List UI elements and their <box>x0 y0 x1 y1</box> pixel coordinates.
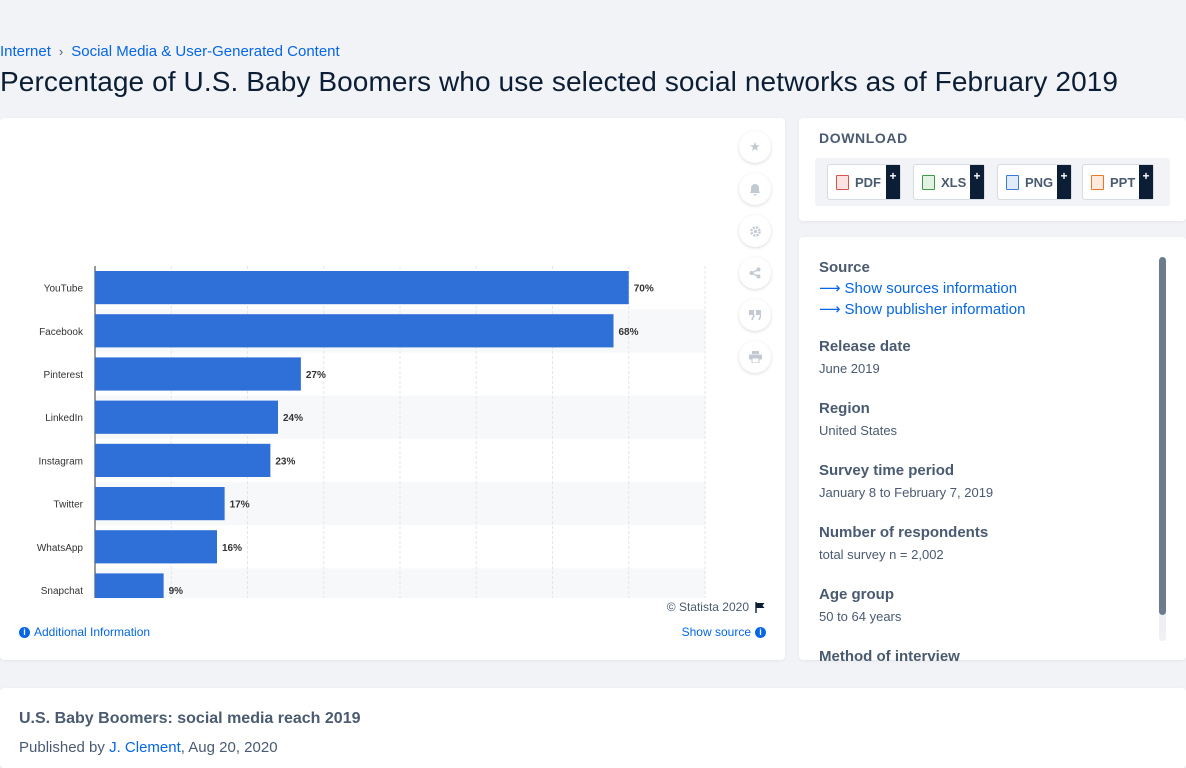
bar-facebook <box>95 314 614 348</box>
category-label: Facebook <box>39 327 84 338</box>
age-group-value: 50 to 64 years <box>819 609 902 624</box>
respondents-value: total survey n = 2,002 <box>819 547 944 562</box>
scrollbar-thumb[interactable] <box>1159 257 1166 615</box>
breadcrumb: Internet › Social Media & User-Generated… <box>0 43 340 60</box>
bar-twitter <box>95 487 225 521</box>
plus-icon: + <box>970 165 984 199</box>
release-date-label: Release date <box>819 338 911 355</box>
bell-icon[interactable] <box>739 173 771 205</box>
source-label: Source <box>819 259 870 276</box>
show-publisher-label: Show publisher information <box>844 300 1026 318</box>
data-label: 9% <box>169 586 184 597</box>
related-statistic-card: U.S. Baby Boomers: social media reach 20… <box>0 688 1186 768</box>
top-bar <box>0 0 1186 40</box>
show-source-label: Show source <box>681 625 751 639</box>
category-label: Snapchat <box>41 586 83 597</box>
show-publisher-link[interactable]: ⟶ Show publisher information <box>819 300 1159 319</box>
chevron-right-icon: › <box>58 44 64 59</box>
bar-chart: 0%10%20%30%40%50%60%70%80%YouTube70%Face… <box>37 266 706 598</box>
download-ppt-label: PPT <box>1110 174 1136 190</box>
xls-file-icon <box>922 174 935 190</box>
show-sources-link[interactable]: ⟶ Show sources information <box>819 279 1159 298</box>
show-sources-label: Show sources information <box>844 279 1018 297</box>
survey-period-label: Survey time period <box>819 462 955 479</box>
published-by: Published by J. Clement, Aug 20, 2020 <box>19 739 278 756</box>
additional-information-link[interactable]: i Additional Information <box>19 625 150 639</box>
png-file-icon <box>1006 174 1019 190</box>
arrow-right-icon: ⟶ <box>819 280 841 297</box>
author-link[interactable]: J. Clement <box>109 739 181 756</box>
data-label: 16% <box>222 543 242 554</box>
interview-method-label: Method of interview <box>819 648 960 665</box>
page-title: Percentage of U.S. Baby Boomers who use … <box>0 66 1119 97</box>
download-xls-label: XLS <box>941 174 967 190</box>
data-label: 27% <box>306 370 326 381</box>
survey-period-value: January 8 to February 7, 2019 <box>819 485 994 500</box>
plus-icon: + <box>1057 165 1071 199</box>
download-xls-button[interactable]: XLS + <box>913 164 985 200</box>
plus-icon: + <box>886 165 900 199</box>
age-group-label: Age group <box>819 586 894 603</box>
data-label: 68% <box>619 327 639 338</box>
release-date-value: June 2019 <box>819 361 880 376</box>
category-label: LinkedIn <box>45 413 83 424</box>
plus-icon: + <box>1139 165 1153 199</box>
bar-instagram <box>95 443 271 477</box>
bar-youtube <box>95 271 629 305</box>
statistic-details: Source ⟶ Show sources information ⟶ Show… <box>819 259 1159 671</box>
bar-pinterest <box>95 357 301 391</box>
download-title: DOWNLOAD <box>819 130 908 146</box>
arrow-right-icon: ⟶ <box>819 301 841 318</box>
published-date: , Aug 20, 2020 <box>180 739 278 756</box>
pdf-file-icon <box>836 174 849 190</box>
data-label: 24% <box>283 413 303 424</box>
download-png-label: PNG <box>1025 174 1054 190</box>
download-ppt-button[interactable]: PPT + <box>1082 164 1154 200</box>
download-png-button[interactable]: PNG + <box>997 164 1072 200</box>
data-label: 70% <box>634 284 654 295</box>
star-icon[interactable]: ★ <box>739 131 771 163</box>
chart-toolbar: ★ <box>739 131 771 373</box>
category-label: Twitter <box>54 500 84 511</box>
category-label: YouTube <box>44 284 84 295</box>
download-pdf-button[interactable]: PDF + <box>827 164 901 200</box>
flag-icon[interactable] <box>755 601 766 613</box>
related-title: U.S. Baby Boomers: social media reach 20… <box>19 710 361 727</box>
bar-linkedin <box>95 400 278 434</box>
bar-whatsapp <box>95 530 217 564</box>
category-label: Instagram <box>39 456 83 467</box>
respondents-label: Number of respondents <box>819 524 989 541</box>
print-icon[interactable] <box>739 341 771 373</box>
category-label: WhatsApp <box>37 543 84 554</box>
info-icon: i <box>19 626 30 638</box>
breadcrumb-internet[interactable]: Internet <box>0 43 51 60</box>
gear-icon[interactable] <box>739 215 771 247</box>
quote-icon[interactable] <box>739 299 771 331</box>
chart-card: 0%10%20%30%40%50%60%70%80%YouTube70%Face… <box>0 118 785 660</box>
region-label: Region <box>819 400 870 417</box>
data-label: 17% <box>230 500 250 511</box>
data-label: 23% <box>275 456 295 467</box>
region-value: United States <box>819 423 898 438</box>
copyright-notice: © Statista 2020 <box>667 600 766 614</box>
download-card: DOWNLOAD PDF + XLS + PNG + PPT + <box>799 118 1186 221</box>
category-label: Pinterest <box>44 370 84 381</box>
info-icon: i <box>755 626 766 638</box>
ppt-file-icon <box>1091 174 1104 190</box>
download-buttons: PDF + XLS + PNG + PPT + <box>815 158 1170 206</box>
breadcrumb-social-media[interactable]: Social Media & User-Generated Content <box>71 43 340 60</box>
published-prefix: Published by <box>19 739 105 756</box>
show-source-link[interactable]: Show source i <box>682 625 766 639</box>
details-scrollbar[interactable] <box>1159 257 1166 641</box>
additional-information-label: Additional Information <box>34 625 151 639</box>
copyright-text: © Statista 2020 <box>666 600 749 614</box>
share-icon[interactable] <box>739 257 771 289</box>
download-pdf-label: PDF <box>855 174 881 190</box>
statistic-details-card: Source ⟶ Show sources information ⟶ Show… <box>799 237 1186 665</box>
bar-snapchat <box>95 573 164 598</box>
